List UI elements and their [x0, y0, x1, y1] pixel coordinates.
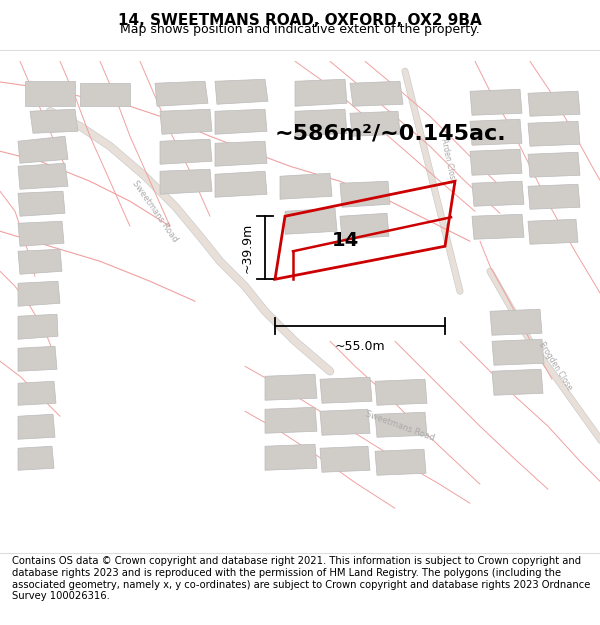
- Text: 14, SWEETMANS ROAD, OXFORD, OX2 9BA: 14, SWEETMANS ROAD, OXFORD, OX2 9BA: [118, 12, 482, 28]
- Polygon shape: [265, 444, 317, 470]
- Polygon shape: [215, 141, 267, 166]
- Polygon shape: [18, 314, 58, 339]
- Polygon shape: [280, 173, 332, 199]
- Polygon shape: [18, 136, 68, 163]
- Polygon shape: [160, 109, 212, 134]
- Polygon shape: [295, 79, 347, 106]
- Polygon shape: [265, 374, 317, 400]
- Polygon shape: [160, 169, 212, 194]
- Polygon shape: [30, 109, 78, 133]
- Polygon shape: [155, 81, 208, 106]
- Polygon shape: [215, 79, 268, 104]
- Polygon shape: [375, 379, 427, 405]
- Polygon shape: [160, 139, 212, 164]
- Polygon shape: [18, 191, 65, 216]
- Polygon shape: [215, 171, 267, 198]
- Polygon shape: [528, 184, 580, 209]
- Polygon shape: [470, 119, 522, 145]
- Polygon shape: [285, 208, 337, 234]
- Polygon shape: [18, 163, 68, 189]
- Polygon shape: [528, 121, 580, 146]
- Text: Sweetmans Road: Sweetmans Road: [130, 179, 179, 244]
- Text: Map shows position and indicative extent of the property.: Map shows position and indicative extent…: [120, 23, 480, 36]
- Text: ~55.0m: ~55.0m: [335, 340, 385, 352]
- Polygon shape: [350, 111, 400, 136]
- Text: Brogden Close: Brogden Close: [536, 341, 574, 392]
- Polygon shape: [265, 408, 317, 433]
- Polygon shape: [18, 221, 64, 246]
- Text: Arden Close: Arden Close: [439, 138, 457, 184]
- Text: Contains OS data © Crown copyright and database right 2021. This information is : Contains OS data © Crown copyright and d…: [12, 556, 590, 601]
- Text: Sweetmans Road: Sweetmans Road: [364, 409, 436, 443]
- Polygon shape: [18, 281, 60, 306]
- Polygon shape: [18, 414, 55, 439]
- Polygon shape: [528, 91, 580, 116]
- Polygon shape: [528, 152, 580, 178]
- Polygon shape: [18, 346, 57, 371]
- Polygon shape: [25, 81, 75, 106]
- Polygon shape: [470, 149, 522, 175]
- Polygon shape: [350, 81, 403, 106]
- Polygon shape: [490, 309, 542, 335]
- Polygon shape: [375, 449, 426, 475]
- Polygon shape: [295, 109, 347, 136]
- Polygon shape: [472, 214, 524, 239]
- Polygon shape: [375, 412, 427, 437]
- Polygon shape: [340, 213, 389, 239]
- Polygon shape: [320, 409, 370, 435]
- Polygon shape: [18, 249, 62, 274]
- Polygon shape: [215, 109, 267, 134]
- Polygon shape: [470, 89, 522, 115]
- Polygon shape: [340, 181, 390, 208]
- Polygon shape: [80, 83, 130, 106]
- Text: ~586m²/~0.145ac.: ~586m²/~0.145ac.: [274, 123, 506, 143]
- Text: 14: 14: [331, 231, 359, 250]
- Text: ~39.9m: ~39.9m: [241, 222, 254, 273]
- Polygon shape: [320, 446, 370, 472]
- Polygon shape: [320, 378, 372, 403]
- Polygon shape: [18, 381, 56, 405]
- Polygon shape: [492, 369, 543, 395]
- Polygon shape: [528, 219, 578, 244]
- Polygon shape: [18, 446, 54, 470]
- Polygon shape: [472, 181, 524, 206]
- Polygon shape: [492, 339, 544, 365]
